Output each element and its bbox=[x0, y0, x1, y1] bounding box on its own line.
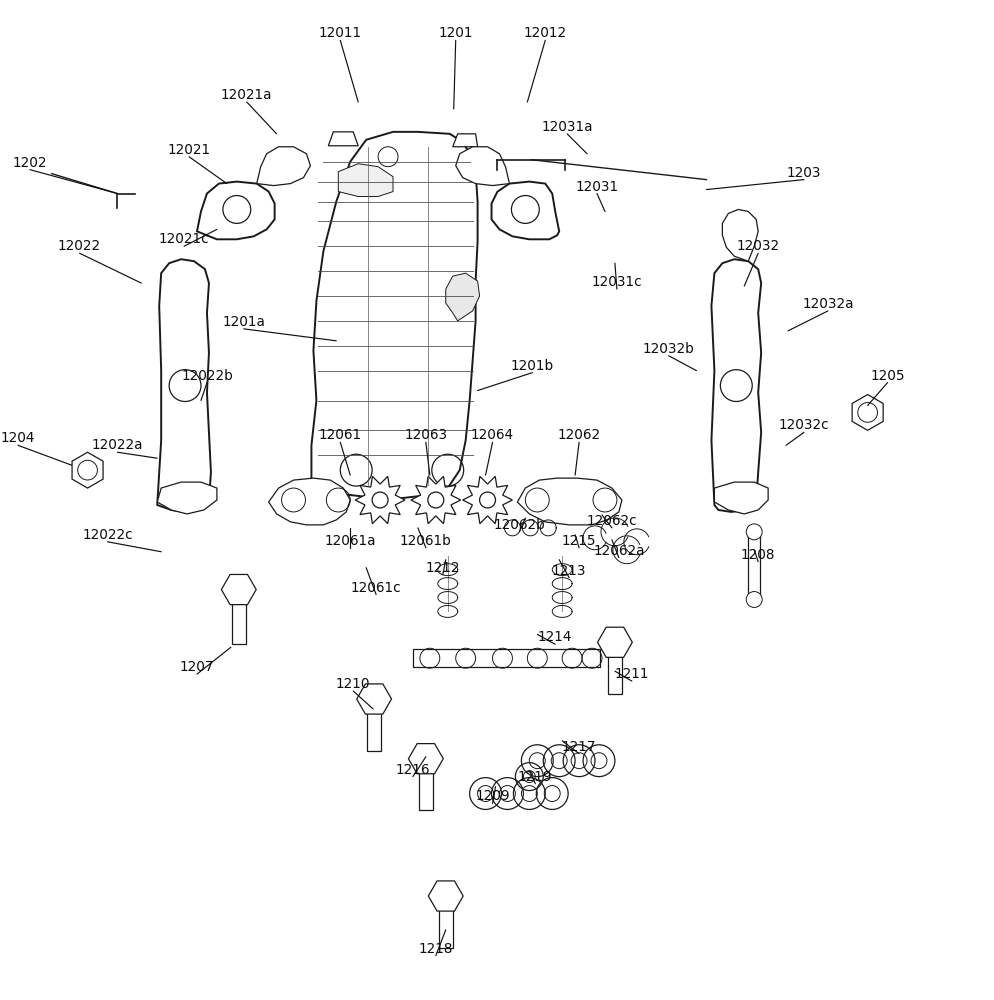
Text: 1207: 1207 bbox=[180, 660, 214, 674]
Text: 12063: 12063 bbox=[404, 428, 447, 442]
Text: 12062c: 12062c bbox=[586, 514, 636, 528]
Text: 1201: 1201 bbox=[438, 26, 472, 40]
Polygon shape bbox=[72, 452, 103, 488]
Polygon shape bbox=[256, 147, 310, 186]
Text: 1214: 1214 bbox=[538, 630, 572, 644]
Text: 12021c: 12021c bbox=[159, 232, 209, 246]
Polygon shape bbox=[355, 476, 405, 524]
Polygon shape bbox=[462, 476, 512, 524]
Polygon shape bbox=[221, 574, 256, 605]
Text: 12061: 12061 bbox=[318, 428, 362, 442]
Text: 1201b: 1201b bbox=[510, 359, 554, 373]
Text: 12032b: 12032b bbox=[642, 342, 694, 356]
Polygon shape bbox=[445, 273, 479, 321]
Text: 12062: 12062 bbox=[557, 428, 600, 442]
Bar bbox=[413, 649, 599, 667]
Bar bbox=[747, 532, 759, 599]
Circle shape bbox=[746, 592, 761, 607]
Text: 12062b: 12062b bbox=[493, 518, 545, 532]
Bar bbox=[607, 642, 621, 694]
Polygon shape bbox=[268, 478, 350, 525]
Polygon shape bbox=[328, 132, 358, 146]
Text: 1213: 1213 bbox=[552, 564, 585, 578]
Polygon shape bbox=[452, 134, 477, 147]
Polygon shape bbox=[596, 627, 632, 657]
Text: 1202: 1202 bbox=[13, 156, 47, 170]
Text: 1205: 1205 bbox=[870, 369, 904, 383]
Text: 1217: 1217 bbox=[562, 740, 595, 754]
Text: 12064: 12064 bbox=[470, 428, 514, 442]
Text: 12061b: 12061b bbox=[400, 534, 451, 548]
Polygon shape bbox=[851, 395, 883, 430]
Text: 12031: 12031 bbox=[575, 180, 618, 194]
Polygon shape bbox=[311, 132, 477, 498]
Text: 1201a: 1201a bbox=[222, 315, 265, 329]
Text: 1218: 1218 bbox=[418, 942, 452, 956]
Polygon shape bbox=[408, 744, 443, 774]
Text: 12062a: 12062a bbox=[592, 544, 644, 558]
Polygon shape bbox=[157, 482, 217, 514]
Text: 1215: 1215 bbox=[562, 534, 595, 548]
Text: 1219: 1219 bbox=[518, 770, 552, 784]
Text: 1216: 1216 bbox=[396, 763, 429, 777]
Text: 1203: 1203 bbox=[786, 166, 820, 180]
Polygon shape bbox=[197, 182, 274, 239]
Text: 1212: 1212 bbox=[425, 561, 459, 575]
Polygon shape bbox=[491, 182, 559, 239]
Bar bbox=[367, 699, 381, 751]
Text: 12022b: 12022b bbox=[181, 369, 233, 383]
Text: 1204: 1204 bbox=[1, 431, 35, 445]
Text: 1209: 1209 bbox=[475, 789, 509, 803]
Polygon shape bbox=[455, 147, 509, 186]
Bar bbox=[438, 896, 452, 948]
Polygon shape bbox=[714, 482, 767, 514]
Text: 1211: 1211 bbox=[614, 667, 648, 681]
Bar bbox=[232, 590, 246, 644]
Text: 12032: 12032 bbox=[736, 239, 779, 253]
Text: 12021: 12021 bbox=[167, 143, 211, 157]
Text: 12032c: 12032c bbox=[778, 418, 828, 432]
Polygon shape bbox=[356, 684, 392, 714]
Text: 12031c: 12031c bbox=[591, 275, 641, 289]
Polygon shape bbox=[517, 478, 621, 525]
Text: 1210: 1210 bbox=[336, 677, 370, 691]
Circle shape bbox=[746, 524, 761, 540]
Bar bbox=[418, 759, 432, 810]
Polygon shape bbox=[411, 476, 460, 524]
Polygon shape bbox=[157, 259, 211, 512]
Text: 12012: 12012 bbox=[523, 26, 567, 40]
Text: 12022: 12022 bbox=[58, 239, 101, 253]
Polygon shape bbox=[427, 881, 463, 911]
Text: 12022a: 12022a bbox=[91, 438, 143, 452]
Polygon shape bbox=[722, 209, 757, 261]
Text: 12061a: 12061a bbox=[324, 534, 376, 548]
Polygon shape bbox=[338, 164, 393, 197]
Text: 12061c: 12061c bbox=[351, 581, 401, 595]
Text: 12031a: 12031a bbox=[541, 120, 592, 134]
Text: 12032a: 12032a bbox=[801, 297, 853, 311]
Text: 12011: 12011 bbox=[318, 26, 362, 40]
Polygon shape bbox=[711, 259, 760, 512]
Text: 12021a: 12021a bbox=[221, 88, 272, 102]
Text: 1208: 1208 bbox=[741, 548, 774, 562]
Text: 12022c: 12022c bbox=[83, 528, 132, 542]
